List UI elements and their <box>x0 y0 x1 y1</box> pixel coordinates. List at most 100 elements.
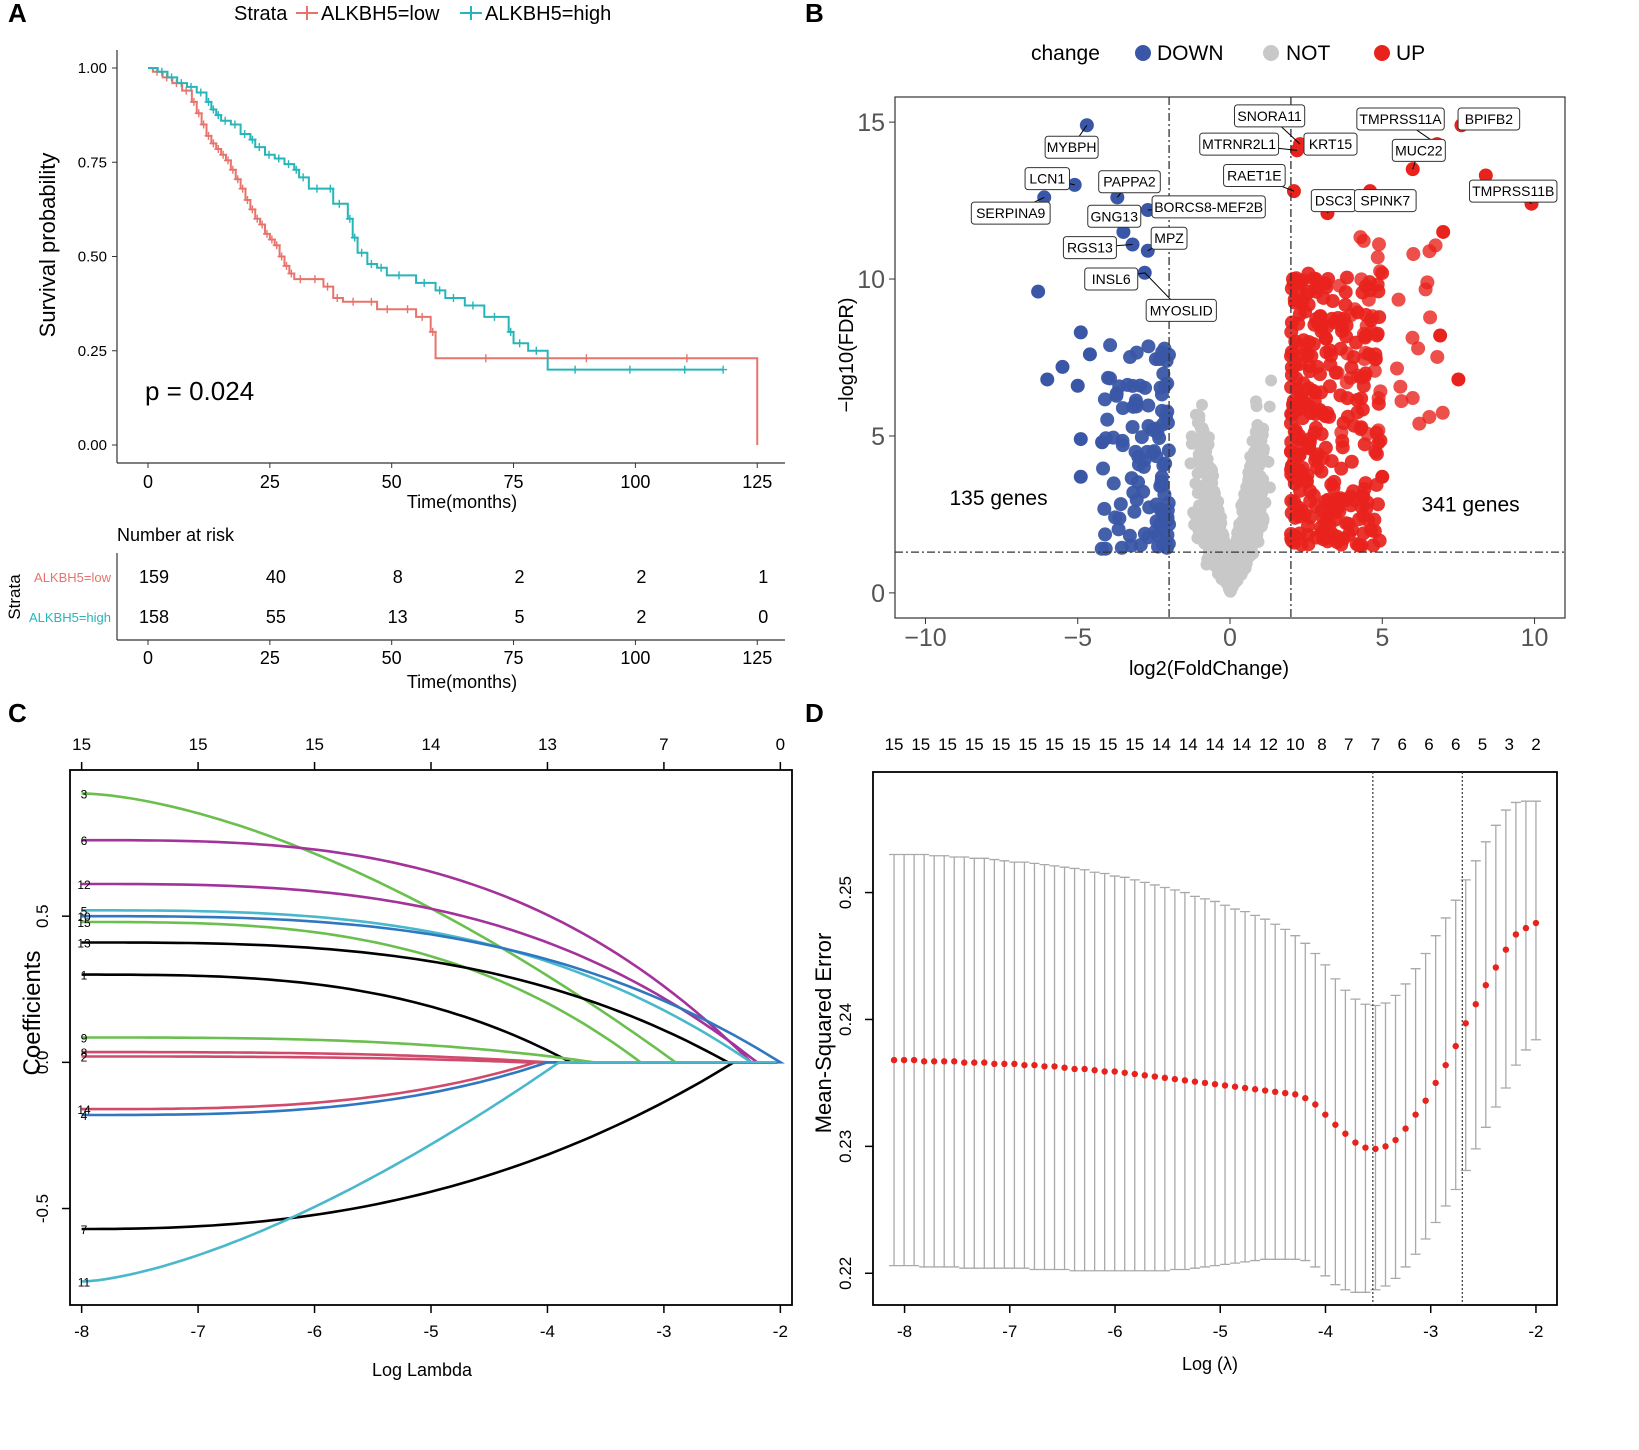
volcano-up-point <box>1343 498 1358 513</box>
lasso-path-label: 2 <box>81 1051 88 1065</box>
km-censor-mark <box>357 248 366 257</box>
volcano-up-point <box>1371 391 1386 406</box>
km-censor-mark <box>420 278 429 287</box>
panel-label-d: D <box>805 700 824 728</box>
volcano-up-point <box>1359 501 1374 516</box>
cv-top-label: 14 <box>1179 735 1198 754</box>
gene-label-text: PAPPA2 <box>1103 174 1156 190</box>
km-censor-mark <box>323 282 332 291</box>
km-censor-mark <box>333 293 342 302</box>
cv-mse-point <box>1271 1088 1279 1095</box>
volcano-up-point <box>1299 474 1314 489</box>
volcano-up-point <box>1433 328 1448 343</box>
km-censor-mark <box>435 286 444 295</box>
volcano-down-point <box>1155 345 1170 360</box>
gene-label-text: MTRNR2L1 <box>1202 136 1276 152</box>
km-censor-mark <box>167 73 176 82</box>
km-x-axis-title: Time(months) <box>407 492 517 512</box>
km-censor-mark <box>377 263 386 272</box>
lasso-path-label: 1 <box>81 969 88 983</box>
volcano-up-point <box>1375 469 1390 484</box>
gene-label: MYBPH <box>1044 124 1099 159</box>
volcano-up-point <box>1335 440 1350 455</box>
cv-mse-point <box>890 1056 898 1064</box>
gene-label-box <box>1098 170 1161 194</box>
cv-top-label: 6 <box>1397 735 1406 754</box>
cv-mse-point <box>1061 1064 1068 1071</box>
gene-label-box <box>1391 138 1446 162</box>
cv-mse-point <box>1532 919 1540 927</box>
volcano-up-point <box>1370 250 1385 265</box>
gene-label-text: BORCS8-MEF2B <box>1154 199 1263 215</box>
volcano-down-point <box>1073 325 1088 340</box>
gene-label-box <box>1044 135 1099 159</box>
km-x-ticks: 0 25 50 75 100 125 <box>143 463 772 492</box>
km-y-tick-label: 0.00 <box>78 437 107 454</box>
volcano-down-point <box>1116 224 1131 239</box>
cv-mse-point <box>1011 1060 1018 1068</box>
volcano-up-point <box>1357 437 1372 452</box>
volcano-up-point <box>1361 292 1376 307</box>
cv-top-label: 5 <box>1478 735 1487 754</box>
km-x-tick-label: 50 <box>382 472 402 492</box>
gene-label: INSL6 <box>1084 267 1145 291</box>
cv-frame <box>872 771 1558 1306</box>
volcano-up-point <box>1339 516 1354 531</box>
km-censor-mark <box>481 354 490 363</box>
cv-mse-point <box>1141 1072 1148 1079</box>
volcano-x-tick-label: 10 <box>1521 624 1549 652</box>
volcano-up-point <box>1351 538 1366 553</box>
gene-label: PAPPA2 <box>1098 170 1161 198</box>
volcano-up-point <box>1360 426 1375 441</box>
volcano-up-point <box>1394 394 1409 409</box>
cv-top-label: 15 <box>1072 735 1091 754</box>
volcano-x-tick-label: 5 <box>1375 624 1389 652</box>
km-legend-title: Strata <box>234 3 288 25</box>
volcano-down-point <box>1067 177 1082 192</box>
lasso-x-tick-label: -2 <box>773 1322 788 1341</box>
volcano-down-point <box>1106 430 1121 445</box>
volcano-up-point <box>1301 266 1316 281</box>
gene-label-box <box>1303 132 1358 156</box>
volcano-up-point <box>1366 538 1381 553</box>
km-censor-mark <box>335 199 344 208</box>
lasso-path-2 <box>81 1055 777 1064</box>
volcano-not-point <box>1202 466 1215 479</box>
volcano-up-point <box>1312 367 1327 382</box>
lasso-path-3 <box>81 792 777 1064</box>
cv-mse-point <box>1231 1083 1239 1090</box>
volcano-x-tick-label: 0 <box>1223 624 1237 652</box>
km-pvalue: p = 0.024 <box>145 376 254 406</box>
volcano-down-point <box>1094 541 1109 556</box>
lasso-path-10 <box>81 914 785 1064</box>
cv-x-tick-label: -4 <box>1318 1322 1333 1341</box>
lasso-path-4 <box>81 1060 777 1117</box>
legend-down-label: DOWN <box>1157 42 1224 65</box>
gene-label: SERPINA9 <box>970 196 1051 225</box>
gene-label: TMPRSS11A <box>1356 107 1445 145</box>
km-censor-mark <box>326 184 335 193</box>
cv-top-label: 6 <box>1424 735 1433 754</box>
km-censor-mark <box>255 143 264 152</box>
volcano-up-point <box>1284 531 1299 546</box>
volcano-not-point <box>1187 506 1200 519</box>
km-y-axis-title: Survival probability <box>35 153 60 338</box>
cv-mse-point <box>1181 1077 1189 1084</box>
lasso-x-tick-label: -3 <box>656 1322 671 1341</box>
cv-mse-point <box>1412 1111 1419 1118</box>
volcano-up-point <box>1371 423 1386 438</box>
lasso-path-panel: C -8 -7 -6 -5 -4 -3 -2-0.50.00.515 15 15 14 13 7 036… <box>8 700 793 1380</box>
volcano-down-point <box>1112 379 1127 394</box>
lasso-x-tick-label: -6 <box>307 1322 322 1341</box>
gene-label-text: TMPRSS11B <box>1472 183 1554 199</box>
volcano-up-point <box>1428 238 1443 253</box>
km-censor-mark <box>265 150 274 159</box>
volcano-legend-title: change <box>1031 42 1100 65</box>
cv-mse-point <box>1442 1061 1449 1069</box>
cv-mse-point <box>1261 1087 1269 1094</box>
volcano-down-point <box>1141 530 1156 545</box>
km-censor-mark <box>219 150 228 159</box>
cv-error-bar <box>1420 952 1431 1240</box>
km-censor-mark <box>233 175 242 184</box>
risk-cell-low: 8 <box>393 567 403 587</box>
